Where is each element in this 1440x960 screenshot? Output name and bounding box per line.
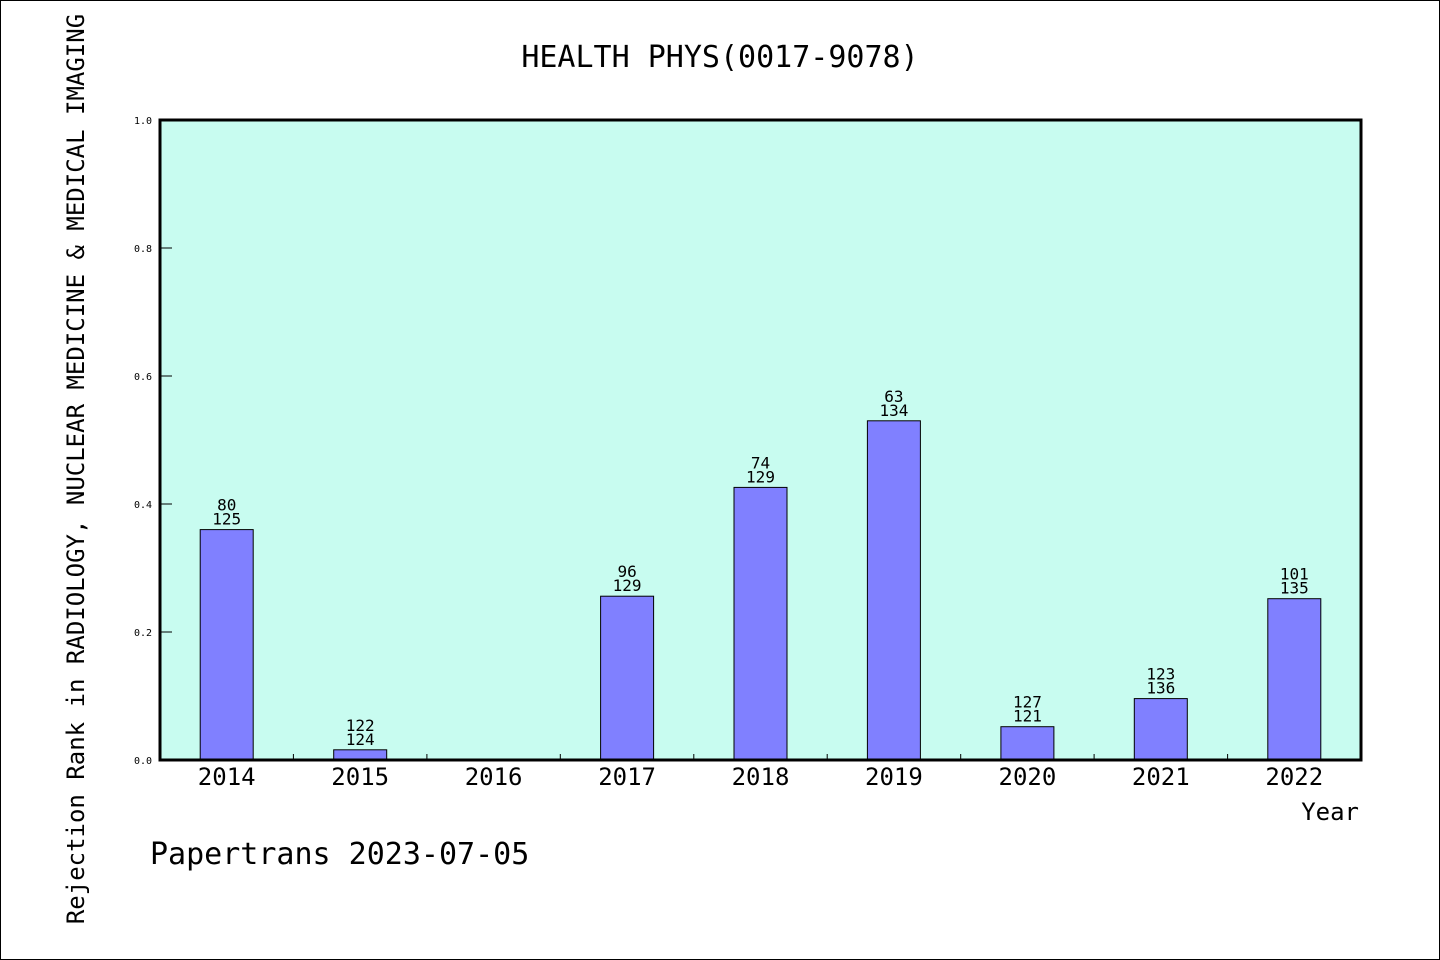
data-label-top-2014: 80 [217,496,236,515]
x-tick-label-2021: 2021 [1132,763,1190,791]
x-axis-label: Year [1301,798,1359,826]
x-ticks-group: 2014 2015 2016 2017 2018 2019 2020 2021 2022 [198,754,1323,791]
bar-2018 [733,486,788,761]
bar-2022 [1267,598,1322,761]
x-tick-label-2022: 2022 [1265,763,1323,791]
data-label-bottom-2015: 124 [346,730,375,749]
data-label-bottom-2014: 125 [212,510,241,529]
x-tick-label-2016: 2016 [465,763,523,791]
data-label-top-2021: 123 [1146,665,1175,684]
credit-text: Papertrans 2023-07-05 [150,837,529,872]
x-tick-label-2015: 2015 [331,763,389,791]
y-tick-label: 0.8 [134,244,152,255]
data-label-top-2022: 101 [1280,565,1309,584]
data-label-bottom-2022: 135 [1280,579,1309,598]
bar-2019 [866,420,921,761]
x-tick-label-2018: 2018 [732,763,790,791]
data-label-bottom-2018: 129 [746,467,775,486]
data-label-top-2018: 74 [751,453,770,472]
plot-border [158,118,1363,762]
bar-2021 [1133,698,1188,761]
y-axis-label: Rejection Rank in RADIOLOGY, NUCLEAR MED… [62,14,90,924]
data-label-top-2019: 63 [884,387,903,406]
x-tick-label-2017: 2017 [598,763,656,791]
bar-2020 [1000,726,1055,761]
y-tick-label: 0.0 [134,756,152,767]
y-ticks-group: 0.0 0.2 0.4 0.6 0.8 1.0 [134,116,172,767]
y-tick-label: 1.0 [134,116,152,127]
bar-2015 [333,749,388,761]
x-tick-label-2019: 2019 [865,763,923,791]
data-label-bottom-2019: 134 [879,401,908,420]
data-label-top-2020: 127 [1013,693,1042,712]
bar-2017 [600,595,655,761]
bar-2014 [199,529,254,761]
data-label-top-2015: 122 [346,716,375,735]
x-tick-label-2020: 2020 [999,763,1057,791]
y-tick-label: 0.2 [134,628,152,639]
data-label-bottom-2021: 136 [1146,679,1175,698]
x-tick-label-2014: 2014 [198,763,256,791]
data-labels-group: 8012512212496129741296313412712112313610… [212,387,1309,749]
data-label-bottom-2020: 121 [1013,707,1042,726]
bars-group [199,420,1322,761]
y-tick-label: 0.4 [134,500,152,511]
data-label-bottom-2017: 129 [613,576,642,595]
y-tick-label: 0.6 [134,372,152,383]
chart-title: HEALTH PHYS(0017-9078) [521,40,918,75]
data-label-top-2017: 96 [617,562,636,581]
